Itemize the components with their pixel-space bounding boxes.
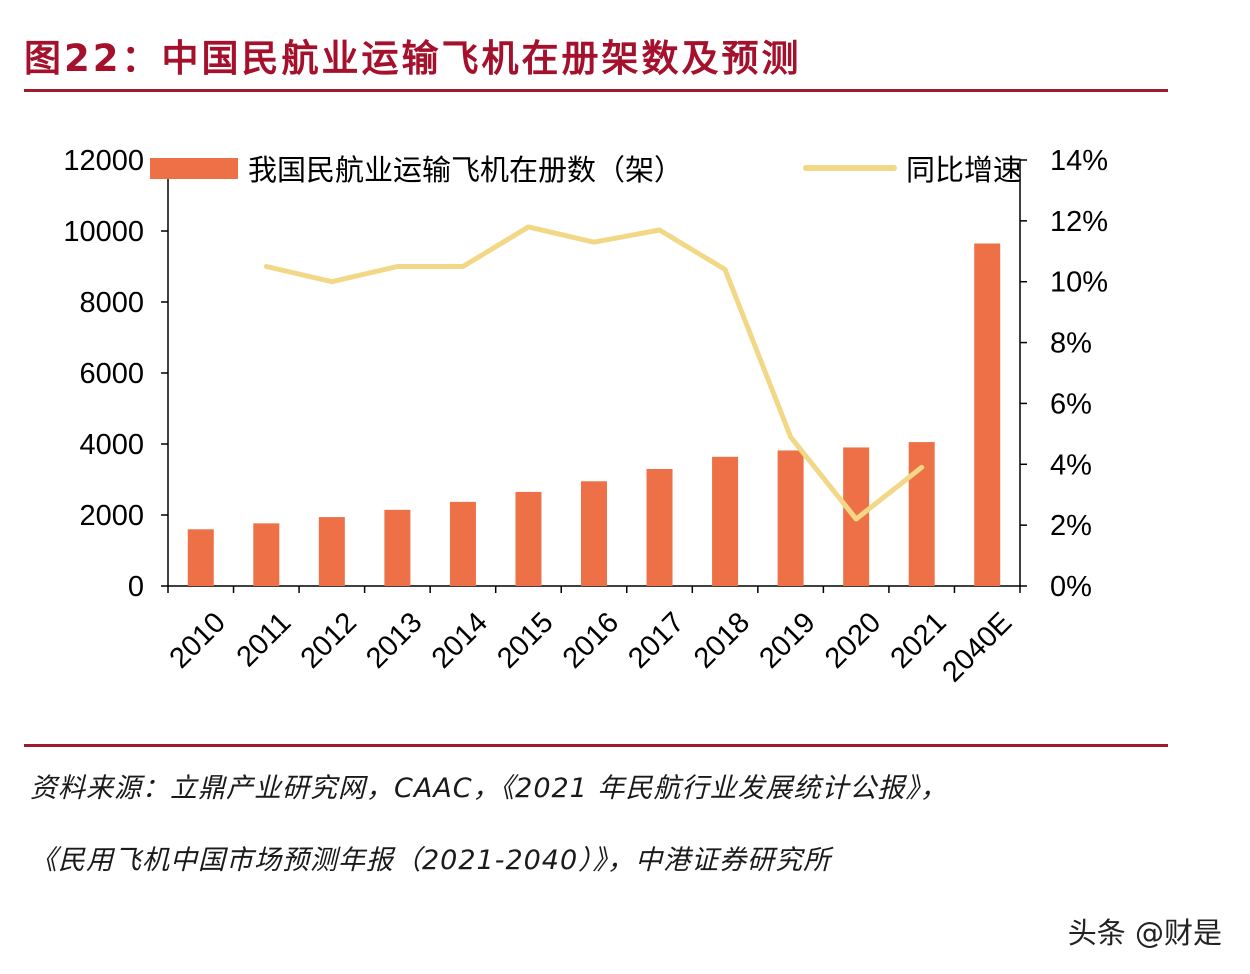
x-tick-label: 2040E [936, 606, 1018, 688]
left-axis-tick-label: 4000 [79, 429, 144, 461]
x-tick-label: 2013 [360, 606, 428, 674]
x-tick-label: 2011 [231, 606, 298, 673]
right-axis-tick-label: 12% [1050, 206, 1108, 238]
right-axis-tick-label: 6% [1050, 388, 1092, 420]
bar-2018 [712, 456, 739, 586]
bar-2021 [908, 442, 935, 586]
growth-rate-line [263, 224, 925, 522]
left-axis-tick-label: 0 [128, 571, 144, 603]
bar-2016 [581, 481, 607, 586]
legend-bar-label: 我国民航业运输飞机在册数（架） [248, 153, 683, 187]
title-rule [24, 89, 1168, 92]
x-tick-label: 2020 [819, 606, 887, 674]
left-axis-tick-label: 8000 [79, 287, 144, 319]
x-tick-label: 2019 [753, 606, 821, 674]
left-axis-tick-label: 10000 [63, 216, 144, 248]
right-axis-tick-label: 2% [1050, 510, 1092, 542]
right-axis-tick-label: 14% [1050, 145, 1108, 177]
left-axis-tick-label: 2000 [79, 500, 144, 532]
left-axis-tick-label: 12000 [63, 145, 144, 177]
right-axis-tick-label: 10% [1050, 267, 1108, 299]
watermark: 头条 @财是 [1067, 916, 1222, 950]
bar-2015 [515, 491, 542, 586]
right-axis-tick-label: 4% [1050, 449, 1092, 481]
figure-title: 图22：中国民航业运输飞机在册架数及预测 [24, 37, 802, 80]
x-tick-label: 2018 [688, 606, 756, 674]
left-axis-tick-label: 6000 [79, 358, 144, 390]
x-tick-label: 2016 [557, 606, 625, 674]
bar-2012 [318, 517, 345, 586]
bar-2019 [777, 450, 804, 586]
bar-2040E [974, 243, 1001, 586]
bar-2011 [253, 523, 280, 586]
source-rule [24, 744, 1168, 747]
x-tick-label: 2015 [491, 606, 559, 674]
legend-line-label: 同比增速 [906, 153, 1022, 187]
x-tick-label: 2017 [622, 606, 690, 674]
x-tick-label: 2010 [164, 606, 232, 674]
source-line-2: 《民用飞机中国市场预测年报（2021-2040）》，中港证券研究所 [30, 845, 832, 876]
source-line-1: 资料来源：立鼎产业研究网，CAAC，《2021 年民航行业发展统计公报》， [30, 773, 948, 804]
x-tick-label: 2012 [295, 606, 363, 674]
x-tick-label: 2014 [426, 606, 494, 674]
bar-2014 [449, 501, 476, 586]
bar-2010 [187, 529, 214, 586]
right-axis-tick-label: 8% [1050, 328, 1092, 360]
bar-2013 [384, 509, 411, 586]
right-axis-tick-label: 0% [1050, 571, 1092, 603]
legend-bar-swatch [150, 158, 238, 179]
bar-2017 [646, 468, 673, 586]
